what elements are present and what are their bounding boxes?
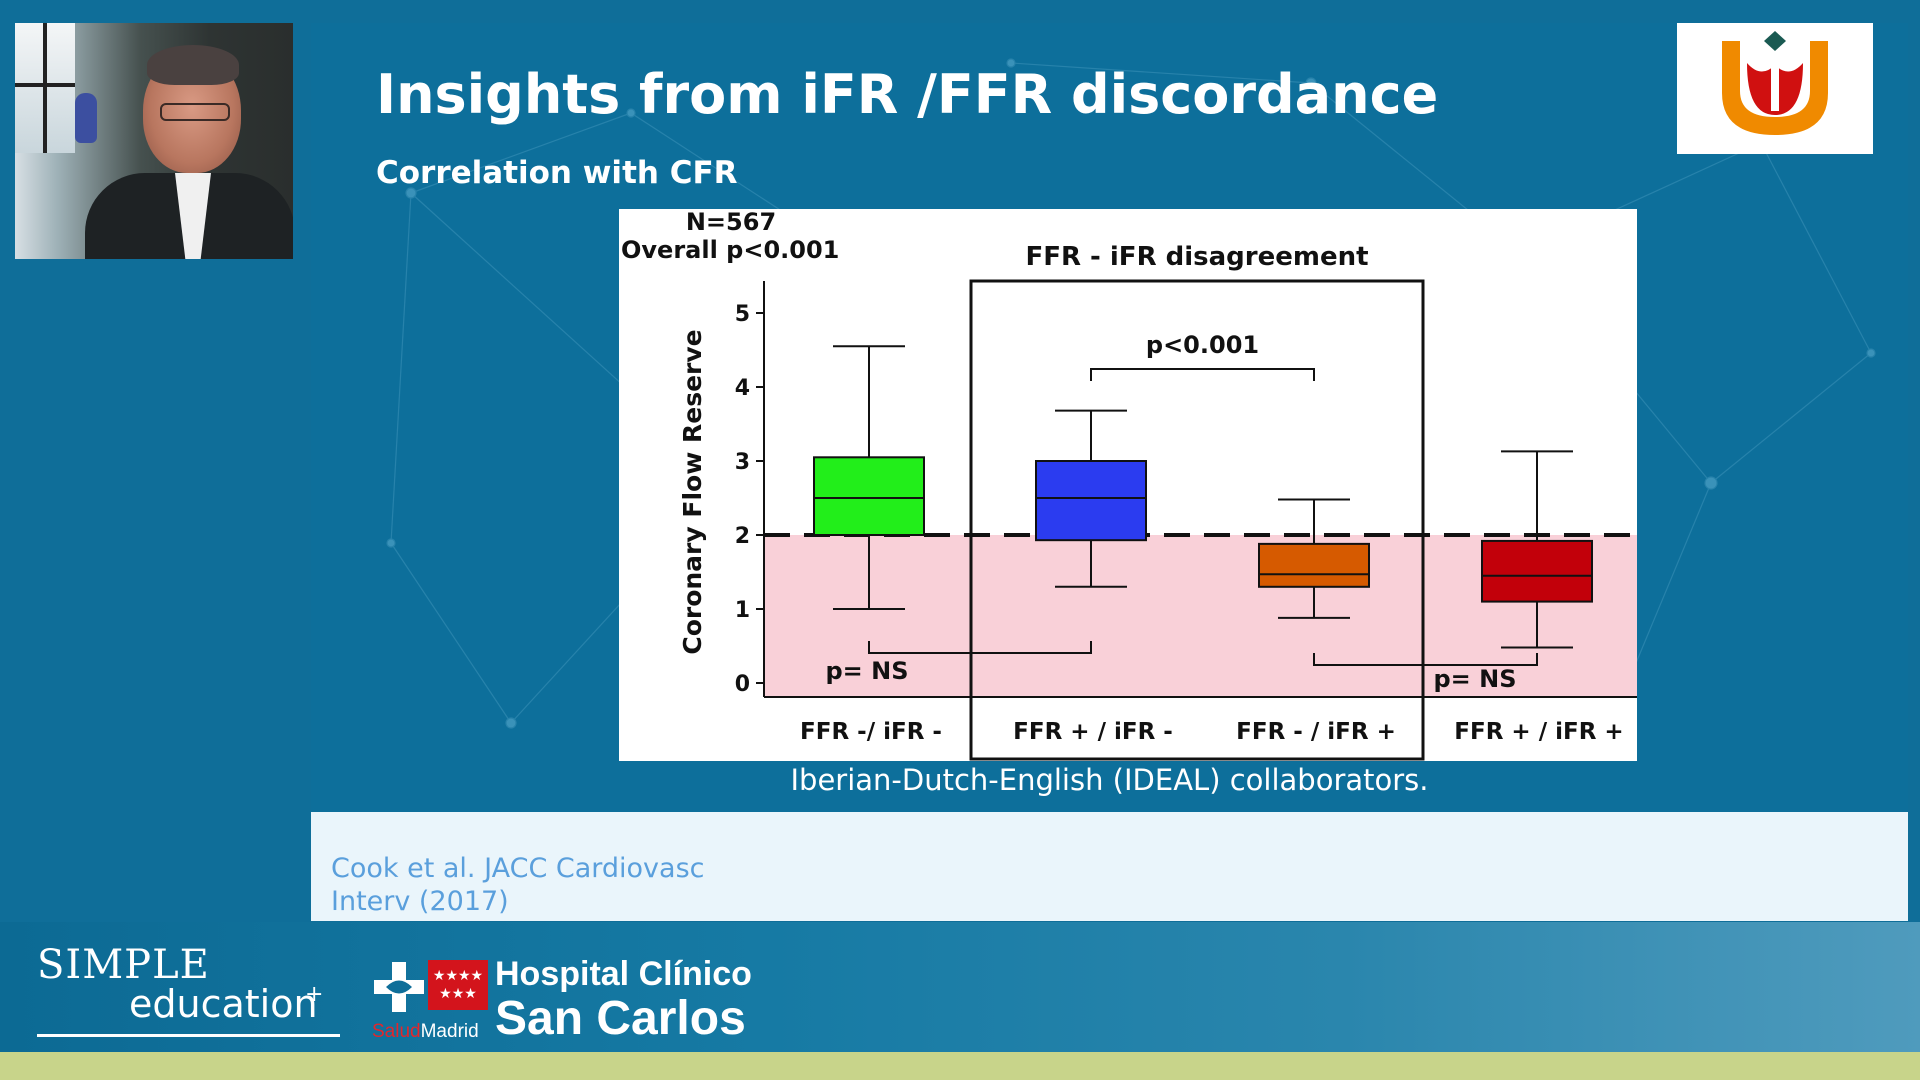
simple-education-logo: SIMPLE education + xyxy=(37,942,347,1042)
bracket-ns-left xyxy=(868,641,1092,654)
reference-line-1: Cook et al. JACC Cardiovasc xyxy=(331,853,705,884)
overall-p-label: Overall p<0.001 xyxy=(621,236,839,264)
reference-panel: Cook et al. JACC Cardiovasc Interv (2017… xyxy=(311,812,1908,921)
y-tick-label: 4 xyxy=(735,376,750,401)
presenter-glasses xyxy=(160,103,230,121)
box xyxy=(1035,460,1147,542)
slide-title: Insights from iFR /FFR discordance xyxy=(376,63,1439,126)
disagreement-frame xyxy=(969,279,1425,761)
x-category-label: FFR + / iFR + xyxy=(1454,719,1623,745)
reference-line-2: Interv (2017) xyxy=(331,886,509,917)
box-plot-chart: 0 1 2 3 4 5 Coronary Flow Reserve FFR - iFR dis… xyxy=(619,208,1637,761)
simple-logo-rule xyxy=(37,1034,340,1037)
y-tick-label: 0 xyxy=(735,672,750,697)
bracket-ns-right xyxy=(1313,653,1538,666)
p-value-label: p= NS xyxy=(825,657,908,685)
madrid-label: Madrid xyxy=(420,1021,479,1042)
simple-logo-line2: education xyxy=(129,982,318,1026)
x-category-label: FFR - / iFR + xyxy=(1236,719,1396,745)
madrid-flag: ★★★★ ★★★ xyxy=(428,960,488,1010)
box xyxy=(813,456,925,536)
bottom-band xyxy=(0,1052,1920,1080)
x-category-label: FFR -/ iFR - xyxy=(800,719,942,745)
institution-logo xyxy=(1677,23,1873,154)
presenter-video xyxy=(15,23,293,259)
simple-logo-line1: SIMPLE xyxy=(37,942,210,988)
hospital-logo: ★★★★ ★★★ SaludMadrid Hospital Clínico Sa… xyxy=(372,955,772,1047)
y-tick-label: 1 xyxy=(735,598,750,623)
tulip-u-icon xyxy=(1722,31,1828,135)
hospital-name-line1: Hospital Clínico xyxy=(495,955,752,993)
salud-madrid-label: SaludMadrid xyxy=(372,1021,479,1043)
hospital-name-line2: San Carlos xyxy=(495,992,746,1045)
p-value-label: p= NS xyxy=(1433,665,1516,693)
reference-text: Cook et al. JACC Cardiovasc Interv (2017… xyxy=(331,852,891,918)
figure-caption: Iberian-Dutch-English (IDEAL) collaborat… xyxy=(790,763,1429,797)
box xyxy=(1258,542,1370,588)
salud-label: Salud xyxy=(372,1021,421,1042)
y-tick-label: 3 xyxy=(735,450,750,475)
background-bottom xyxy=(0,922,1920,1052)
y-axis-label: Coronary Flow Reserve xyxy=(678,329,707,654)
y-tick-label: 2 xyxy=(735,524,750,549)
box xyxy=(1481,539,1593,603)
simple-logo-plus: + xyxy=(305,982,324,1007)
vase xyxy=(75,93,97,143)
bracket-p-001 xyxy=(1090,368,1315,381)
n-label: N=567 xyxy=(686,209,776,236)
p-value-label: p<0.001 xyxy=(1146,331,1259,359)
slide-subtitle: Correlation with CFR xyxy=(376,155,738,191)
window-background xyxy=(15,23,75,153)
slide: Insights from iFR /FFR discordance Corre… xyxy=(311,23,1908,921)
disagreement-label: FFR - iFR disagreement xyxy=(1025,242,1368,272)
x-category-label: FFR + / iFR - xyxy=(1013,719,1173,745)
presenter-hair xyxy=(147,45,239,85)
y-tick-label: 5 xyxy=(735,302,750,327)
cross-icon xyxy=(374,962,424,1012)
